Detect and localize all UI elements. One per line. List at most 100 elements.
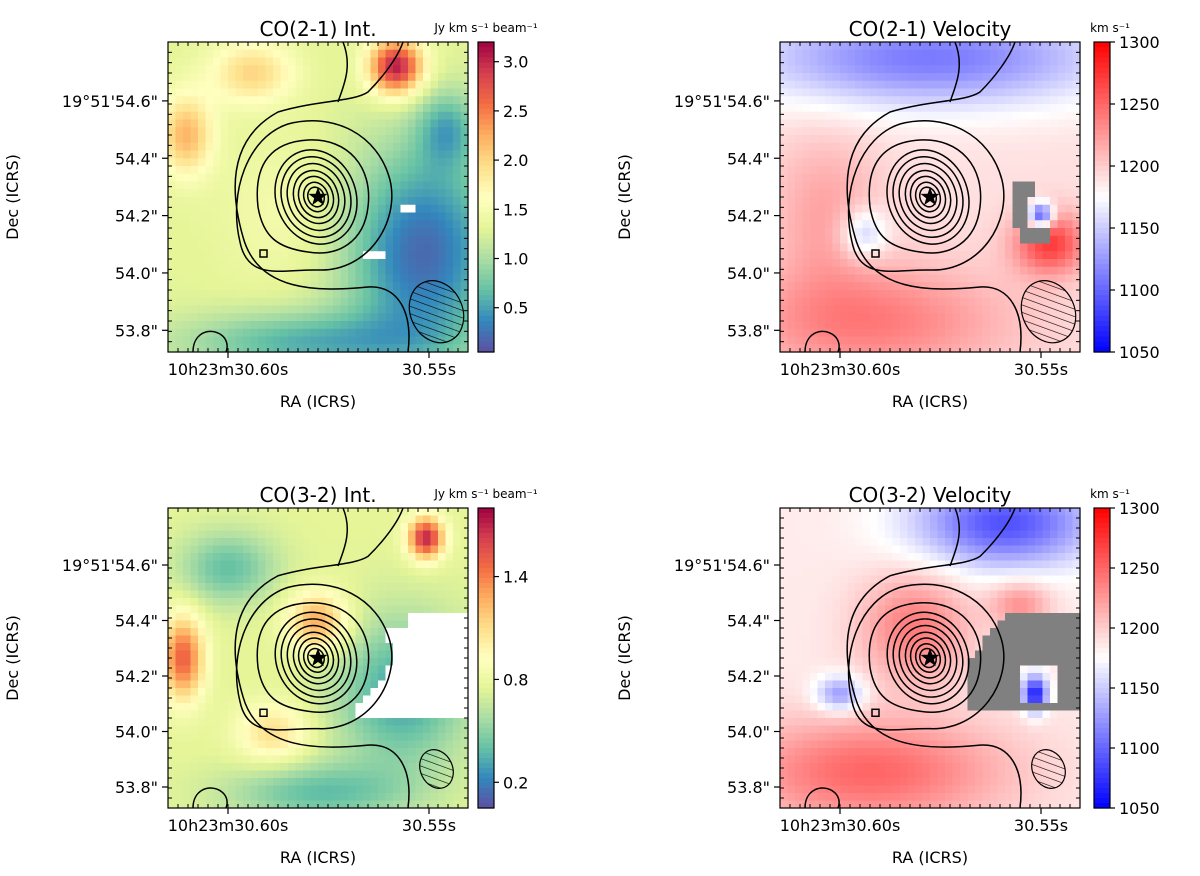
heatmap-cell <box>1012 57 1021 66</box>
heatmap-cell <box>922 220 931 229</box>
heatmap-cell <box>205 290 214 299</box>
heatmap-cell <box>400 328 409 338</box>
heatmap-cell <box>355 710 364 719</box>
heatmap-cell <box>288 718 297 727</box>
heatmap-cell <box>385 181 394 190</box>
heatmap-cell <box>318 65 327 74</box>
heatmap-cell <box>175 785 184 794</box>
heatmap-cell <box>183 344 192 353</box>
heatmap-cell <box>370 628 379 637</box>
heatmap-cell <box>960 305 969 314</box>
heatmap-cell <box>370 73 379 82</box>
heatmap-cell <box>430 166 439 175</box>
heatmap-cell <box>802 158 811 167</box>
heatmap-cell <box>460 166 469 175</box>
heatmap-cell <box>780 328 789 338</box>
heatmap-cell <box>952 73 961 82</box>
heatmap-cell <box>213 635 222 644</box>
heatmap-cell <box>370 725 379 734</box>
heatmap-cell <box>393 150 402 159</box>
heatmap-cell <box>1072 251 1081 260</box>
heatmap-cell <box>1012 336 1021 345</box>
heatmap-cell <box>378 523 387 532</box>
heatmap-cell <box>363 189 372 198</box>
heatmap-cell <box>325 189 334 198</box>
heatmap-cell <box>363 251 372 260</box>
heatmap-cell <box>990 251 999 260</box>
heatmap-cell <box>303 73 312 82</box>
colorbar-segment <box>478 310 494 317</box>
heatmap-cell <box>370 274 379 283</box>
heatmap-cell <box>303 560 312 569</box>
heatmap-cell <box>198 42 207 51</box>
heatmap-cell <box>378 733 387 742</box>
heatmap-cell <box>892 49 901 59</box>
heatmap-cell <box>795 150 804 159</box>
heatmap-cell <box>430 111 439 121</box>
heatmap-cell <box>333 290 342 299</box>
heatmap-cell <box>190 197 199 206</box>
heatmap-cell <box>318 111 327 121</box>
heatmap-cell <box>393 228 402 237</box>
heatmap-cell <box>400 297 409 307</box>
heatmap-cell <box>802 235 811 245</box>
heatmap-cell <box>393 508 402 517</box>
heatmap-cell <box>847 328 856 338</box>
heatmap-cell <box>400 583 409 592</box>
heatmap-cell <box>318 259 327 268</box>
heatmap-cell <box>885 235 894 245</box>
heatmap-cell <box>370 598 379 607</box>
heatmap-cell <box>1027 220 1036 229</box>
heatmap-cell <box>393 173 402 183</box>
heatmap-cell <box>408 274 417 283</box>
heatmap-cell <box>265 142 274 152</box>
heatmap-cell <box>862 104 871 113</box>
heatmap-cell <box>400 228 409 237</box>
heatmap-cell <box>325 282 334 291</box>
heatmap-cell <box>220 523 229 532</box>
heatmap-cell <box>378 718 387 727</box>
heatmap-cell <box>303 545 312 554</box>
heatmap-cell <box>393 65 402 74</box>
colorbar-segment <box>1094 217 1110 224</box>
heatmap-cell <box>175 88 184 97</box>
heatmap-cell <box>325 800 334 809</box>
heatmap-cell <box>937 243 946 252</box>
heatmap-cell <box>967 197 976 206</box>
heatmap-cell <box>183 282 192 291</box>
heatmap-cell <box>900 65 909 74</box>
heatmap-cell <box>303 204 312 214</box>
heatmap-cell <box>190 243 199 252</box>
heatmap-cell <box>847 189 856 198</box>
heatmap-cell <box>175 740 184 749</box>
heatmap-cell <box>228 800 237 809</box>
heatmap-cell <box>862 228 871 237</box>
heatmap-cell <box>198 173 207 183</box>
heatmap-cell <box>190 328 199 338</box>
heatmap-cell <box>183 695 192 704</box>
heatmap-cell <box>810 73 819 82</box>
heatmap-cell <box>825 96 834 105</box>
heatmap-cell <box>280 515 289 524</box>
heatmap-cell <box>265 73 274 82</box>
heatmap-cell <box>303 259 312 268</box>
heatmap-cell <box>975 166 984 175</box>
heatmap-cell <box>303 695 312 704</box>
heatmap-cell <box>937 251 946 260</box>
heatmap-cell <box>870 127 879 136</box>
heatmap-cell <box>952 65 961 74</box>
heatmap-cell <box>168 220 177 229</box>
heatmap-cell <box>213 800 222 809</box>
heatmap-cell <box>1072 111 1081 121</box>
heatmap-cell <box>1042 220 1051 229</box>
heatmap-cell <box>363 538 372 547</box>
heatmap-cell <box>220 127 229 136</box>
heatmap-cell <box>228 575 237 584</box>
heatmap-cell <box>885 111 894 121</box>
heatmap-cell <box>915 166 924 175</box>
heatmap-cell <box>175 605 184 614</box>
heatmap-cell <box>795 49 804 59</box>
heatmap-cell <box>348 328 357 338</box>
heatmap-cell <box>183 104 192 113</box>
heatmap-cell <box>310 613 319 622</box>
